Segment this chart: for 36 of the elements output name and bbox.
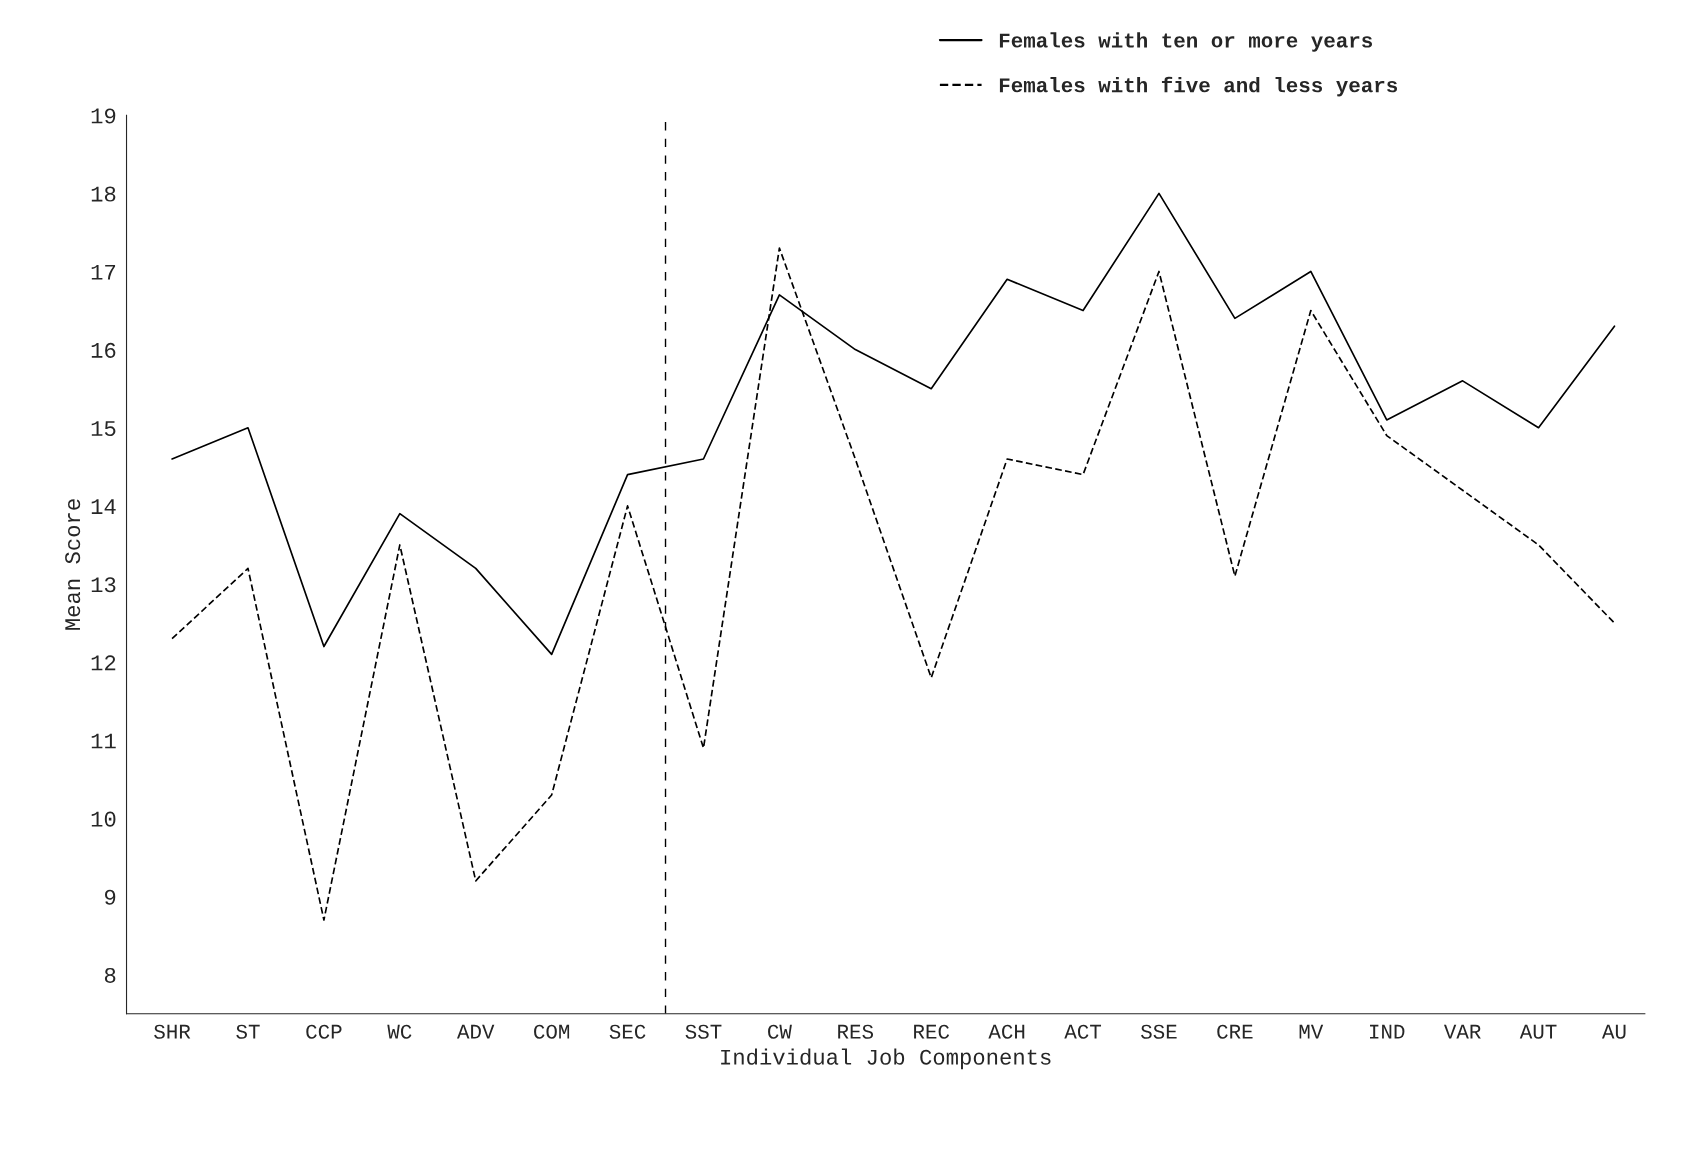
x-tick-label: SEC — [609, 1024, 646, 1039]
x-tick-label: AU — [1601, 1024, 1626, 1039]
y-tick-label: 9 — [105, 889, 116, 905]
y-tick-label: 17 — [91, 264, 116, 280]
x-tick-label: ST — [236, 1024, 260, 1039]
x-tick-label: MV — [1299, 1024, 1324, 1039]
legend-label: Females with five and less years — [999, 76, 1398, 97]
x-tick-label: ADV — [456, 1024, 495, 1039]
x-tick-label: SSE — [1141, 1024, 1177, 1039]
x-tick-label: REC — [914, 1024, 950, 1039]
y-tick-label: 15 — [91, 421, 116, 437]
y-tick-label: 12 — [91, 655, 116, 671]
x-tick-label: VAR — [1443, 1024, 1481, 1039]
legend-label: Females with ten or more years — [999, 32, 1373, 52]
x-tick-label: CW — [768, 1024, 792, 1039]
x-tick-label: WC — [387, 1024, 412, 1039]
x-tick-label: SHR — [154, 1024, 191, 1039]
y-tick-label: 18 — [91, 186, 116, 202]
x-tick-label: ACH — [988, 1024, 1025, 1039]
x-tick-label: CRE — [1217, 1024, 1253, 1039]
y-tick-label: 8 — [104, 967, 116, 983]
y-tick-label: 19 — [91, 108, 116, 124]
x-tick-label: COM — [534, 1024, 570, 1039]
x-axis-title: Individual Job Components — [721, 1048, 1051, 1070]
y-axis-title: Mean Score — [65, 499, 81, 630]
y-tick-label: 16 — [91, 342, 116, 358]
y-tick-label: 13 — [91, 577, 116, 593]
y-tick-label: 11 — [91, 733, 116, 749]
x-tick-label: ACT — [1064, 1024, 1102, 1039]
x-tick-label: RES — [838, 1024, 874, 1039]
y-tick-label: 10 — [91, 811, 116, 827]
y-tick-label: 14 — [91, 499, 116, 514]
x-tick-label: CCP — [306, 1024, 342, 1039]
x-tick-label: SST — [685, 1024, 722, 1039]
x-tick-label: IND — [1370, 1024, 1405, 1039]
x-tick-label: AUT — [1519, 1024, 1557, 1039]
